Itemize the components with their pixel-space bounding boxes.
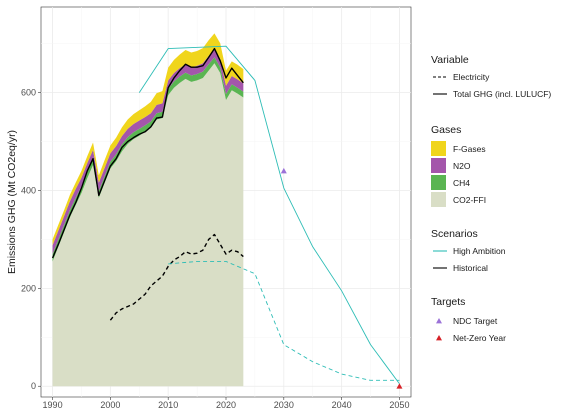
x-tick-label: 1990	[43, 400, 63, 410]
y-tick-label: 0	[31, 381, 36, 391]
gas-areas	[52, 33, 244, 387]
x-tick-label: 2030	[274, 400, 294, 410]
legend-label-high-ambition: High Ambition	[453, 246, 506, 256]
legend-title-variable: Variable	[431, 54, 469, 66]
x-tick-label: 2040	[332, 400, 352, 410]
y-tick-label: 400	[21, 186, 36, 196]
x-tick-label: 2010	[158, 400, 178, 410]
legend-label-total-ghg-incl-lulucf: Total GHG (incl. LULUCF)	[453, 89, 551, 99]
y-axis-title: Emissions GHG (Mt CO2eq/yr)	[6, 130, 18, 274]
marker-ndc-target	[280, 167, 287, 174]
legend-label-f-gases: F-Gases	[453, 144, 486, 154]
line-high-ambition-total-ghg-incl-lulucf	[138, 45, 400, 385]
line-high-ambition-electricity	[168, 261, 400, 381]
legend-swatch-f-gases	[431, 141, 446, 156]
line-historical-total-ghg-incl-lulucf	[51, 47, 244, 259]
legend-title-scenarios: Scenarios	[431, 228, 478, 240]
x-tick-label: 2000	[100, 400, 120, 410]
legend-label-co2-ffi: CO2-FFI	[453, 195, 486, 205]
legend-title-gases: Gases	[431, 124, 461, 136]
series-lines	[51, 45, 400, 385]
legend-label-electricity: Electricity	[453, 72, 490, 82]
legend-label-ch4: CH4	[453, 178, 470, 188]
legend-label-net-zero-year: Net-Zero Year	[453, 333, 506, 343]
line-historical-electricity	[109, 233, 244, 321]
legend-label-historical: Historical	[453, 263, 488, 273]
x-tick-label: 2050	[389, 400, 409, 410]
axis-ticks: 1990 2000 2010 2020 2030 2040 2050 0 200 400 600	[21, 88, 409, 410]
legend-key-ndc-target	[436, 318, 442, 324]
x-tick-label: 2020	[216, 400, 236, 410]
legend-label-ndc-target: NDC Target	[453, 316, 498, 326]
legend-swatch-co2-ffi	[431, 192, 446, 207]
legend-swatch-n2o	[431, 158, 446, 173]
y-tick-label: 200	[21, 283, 36, 293]
legend-label-n2o: N2O	[453, 161, 471, 171]
legend-swatch-ch4	[431, 175, 446, 190]
y-tick-label: 600	[21, 88, 36, 98]
legend-key-net-zero-year	[436, 335, 442, 341]
legend-title-targets: Targets	[431, 296, 465, 308]
marker-net-zero-year	[396, 383, 403, 389]
legend: Variable Electricity Total GHG (incl. LULU…	[431, 54, 551, 343]
target-markers	[280, 167, 403, 389]
area-co2-ffi	[52, 63, 244, 387]
